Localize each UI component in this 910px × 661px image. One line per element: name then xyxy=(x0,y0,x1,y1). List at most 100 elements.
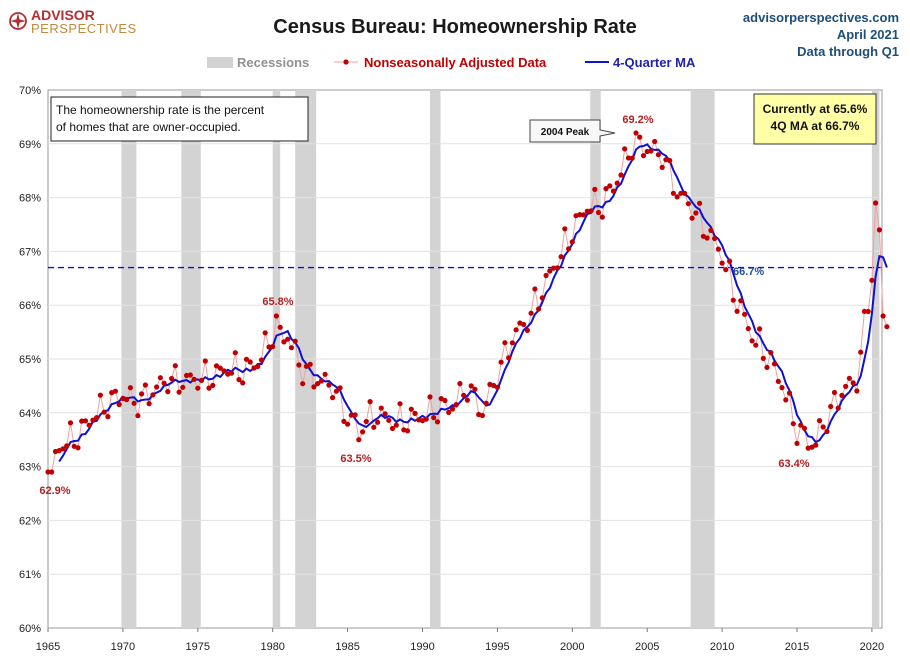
nsa-point xyxy=(674,194,680,200)
nsa-point xyxy=(816,418,823,424)
nsa-point xyxy=(640,153,647,159)
nsa-point xyxy=(191,376,197,382)
nsa-point xyxy=(206,385,212,391)
data-series xyxy=(45,130,890,475)
nsa-point xyxy=(588,208,594,214)
nsa-point xyxy=(865,308,871,315)
nsa-point xyxy=(828,403,834,410)
nsa-point xyxy=(723,267,729,273)
nsa-point xyxy=(708,227,714,233)
nsa-point xyxy=(270,344,276,350)
nsa-point xyxy=(479,412,485,419)
current-box-bg xyxy=(753,93,877,145)
nsa-point xyxy=(135,413,141,419)
nsa-point xyxy=(131,400,137,406)
nsa-point xyxy=(449,406,456,412)
nsa-point xyxy=(820,424,826,430)
nsa-point xyxy=(738,298,744,304)
nsa-point xyxy=(502,340,508,346)
legend-nsa-label: Nonseasonally Adjusted Data xyxy=(364,55,547,70)
nsa-point xyxy=(629,155,635,161)
nsa-point xyxy=(625,155,632,161)
nsa-point xyxy=(247,359,253,365)
nsa-point xyxy=(187,372,193,378)
nsa-point xyxy=(285,336,291,342)
nsa-point xyxy=(202,358,208,364)
x-tick-label: 1970 xyxy=(111,641,135,653)
nsa-point xyxy=(637,134,643,140)
nsa-point xyxy=(786,390,793,396)
x-tick-label: 2000 xyxy=(560,641,584,653)
nsa-point xyxy=(281,339,287,345)
nsa-point xyxy=(599,214,605,220)
nsa-point xyxy=(105,414,111,420)
y-tick-label: 67% xyxy=(19,246,41,258)
nsa-point xyxy=(622,146,628,152)
nsa-point xyxy=(345,421,351,427)
nsa-point xyxy=(704,235,710,241)
nsa-point xyxy=(753,342,759,348)
nsa-point xyxy=(513,327,519,333)
nsa-point xyxy=(124,397,130,403)
nsa-point xyxy=(757,326,763,332)
nsa-point xyxy=(382,411,388,417)
nsa-point xyxy=(427,394,433,400)
nsa-point xyxy=(633,130,639,136)
nsa-point xyxy=(498,359,504,365)
nsa-point xyxy=(554,265,560,271)
nsa-point xyxy=(442,397,448,404)
x-tick-label: 1980 xyxy=(260,641,284,653)
nsa-point xyxy=(580,212,587,218)
nsa-point xyxy=(221,368,227,374)
nsa-point xyxy=(543,272,549,279)
nsa-point xyxy=(468,383,474,389)
x-tick-label: 1975 xyxy=(186,641,210,653)
nsa-point xyxy=(446,409,452,415)
note-line-2: of homes that are owner-occupied. xyxy=(56,120,241,134)
nsa-point xyxy=(60,446,66,452)
nsa-point xyxy=(547,268,553,274)
nsa-point xyxy=(532,286,538,292)
nsa-point xyxy=(389,425,396,432)
nsa-point xyxy=(494,384,500,390)
nsa-point xyxy=(341,418,347,424)
nsa-point xyxy=(464,397,470,403)
nsa-point xyxy=(386,417,392,423)
nsa-point xyxy=(835,405,841,411)
nsa-point xyxy=(90,417,96,423)
nsa-point xyxy=(157,375,163,381)
nsa-point xyxy=(655,152,662,158)
nsa-point xyxy=(154,384,160,390)
nsa-point xyxy=(566,246,572,252)
nsa-point xyxy=(296,362,302,368)
nsa-point xyxy=(273,313,279,319)
nsa-point xyxy=(236,377,242,383)
current-rate-label: Currently at 65.6% xyxy=(763,102,868,116)
label-ma-reference: 66.7% xyxy=(733,266,764,278)
legend-ma-label: 4-Quarter MA xyxy=(613,55,696,70)
nsa-point xyxy=(801,425,808,431)
x-tick-label: 2010 xyxy=(710,641,734,653)
nsa-point xyxy=(64,443,70,449)
nsa-point xyxy=(648,148,654,154)
x-tick-label: 1965 xyxy=(36,641,60,653)
nsa-point xyxy=(412,410,418,416)
nsa-point xyxy=(255,363,261,370)
nsa-point xyxy=(330,395,336,401)
note-line-1: The homeownership rate is the percent xyxy=(56,103,265,117)
nsa-point xyxy=(461,392,467,398)
nsa-point xyxy=(161,380,167,386)
nsa-point xyxy=(730,297,736,303)
nsa-point xyxy=(371,424,377,430)
nsa-point xyxy=(715,246,722,252)
nsa-point xyxy=(112,388,118,394)
definition-note: The homeownership rate is the percent of… xyxy=(50,96,309,142)
legend-recessions-label: Recessions xyxy=(237,55,309,70)
source-through: Data through Q1 xyxy=(797,44,899,59)
y-tick-label: 64% xyxy=(19,408,41,420)
peak-callout-label: 2004 Peak xyxy=(541,127,590,138)
nsa-point xyxy=(457,381,463,387)
y-tick-label: 65% xyxy=(19,354,41,366)
chart-title: Census Bureau: Homeownership Rate xyxy=(273,16,636,38)
nsa-point xyxy=(67,420,74,426)
